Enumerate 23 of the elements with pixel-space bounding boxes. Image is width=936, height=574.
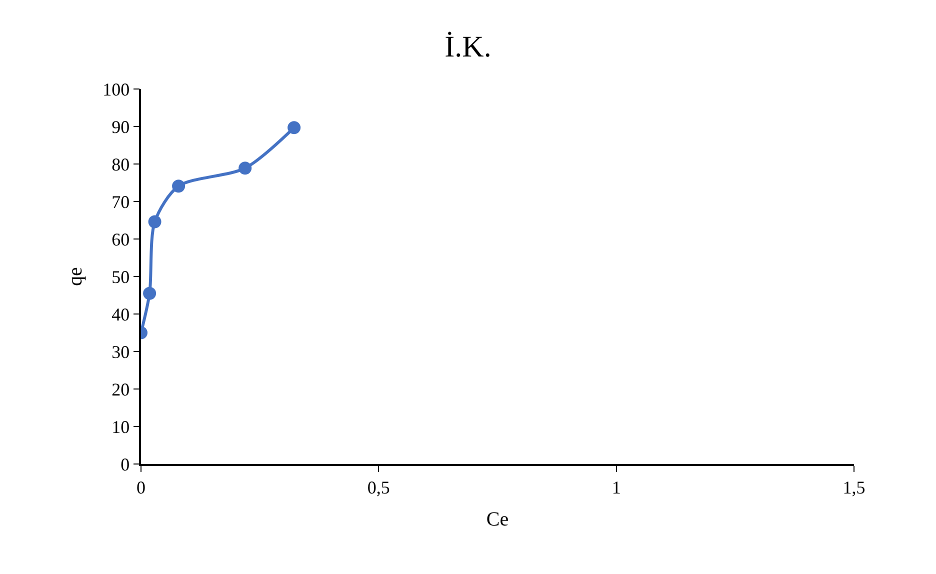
y-tick-label: 0	[120, 454, 130, 474]
point	[172, 180, 186, 193]
y-tick-label: 10	[112, 416, 130, 437]
x-tick-label: 0,5	[367, 477, 390, 498]
y-tick-label: 100	[102, 79, 130, 100]
y-tick-label: 60	[112, 229, 130, 250]
y-tick-label: 50	[112, 266, 130, 287]
x-tick-label: 1	[612, 477, 621, 498]
y-axis-title: qe	[64, 266, 87, 286]
y-tick-label: 40	[112, 304, 130, 324]
x-axis-title: Ce	[486, 508, 509, 530]
x-tick-label: 0	[136, 477, 146, 498]
point	[148, 215, 162, 228]
y-tick-label: 90	[112, 116, 130, 137]
y-tick-label: 70	[112, 192, 130, 212]
x-tick-label: 1,5	[842, 477, 866, 498]
point	[288, 121, 301, 134]
y-tick-label: 80	[112, 154, 130, 174]
point	[143, 286, 156, 300]
y-tick-label: 20	[112, 379, 130, 400]
point	[238, 162, 252, 175]
chart-title: İ.K.	[444, 30, 492, 64]
y-tick-label: 30	[112, 342, 130, 362]
